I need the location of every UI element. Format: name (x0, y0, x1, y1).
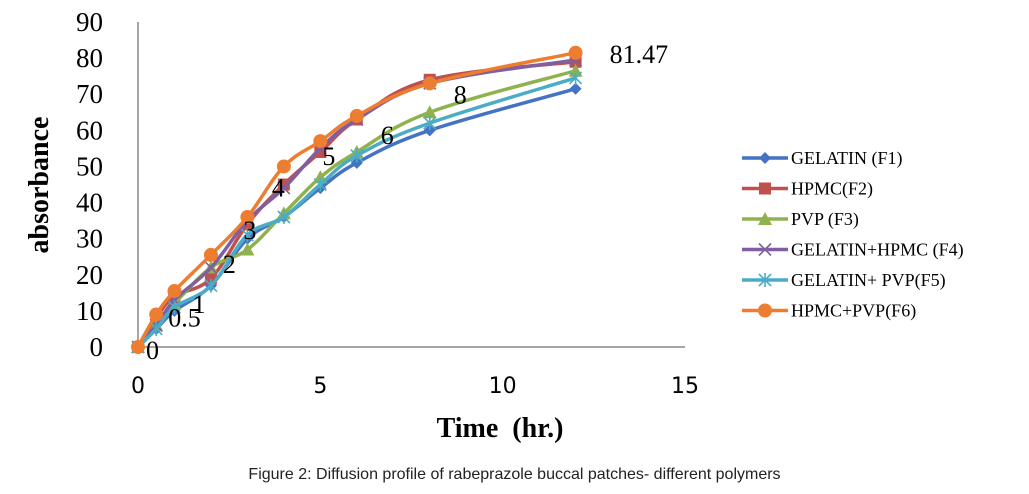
legend-marker (758, 303, 772, 318)
y-tick-label: 20 (76, 260, 103, 290)
data-point (277, 210, 291, 224)
series-5 (131, 70, 583, 354)
data-point (277, 181, 291, 195)
y-tick-label: 80 (76, 43, 103, 73)
data-label: 1 (192, 290, 205, 319)
y-tick-label: 50 (76, 151, 103, 181)
legend-marker (758, 212, 772, 225)
data-point (313, 134, 328, 149)
marker-stroke (277, 181, 291, 195)
y-tick-labels: 0 10 20 30 40 50 60 70 80 90 (76, 7, 103, 362)
data-point (240, 210, 255, 224)
legend-item: GELATIN (F1) (742, 148, 902, 169)
marker-stroke (758, 242, 772, 257)
x-tick-label: 0 (131, 374, 145, 399)
data-point (240, 242, 255, 256)
legend-label: PVP (F3) (791, 209, 859, 230)
data-point (203, 247, 218, 262)
data-label: 3 (243, 216, 256, 245)
y-tick-label: 40 (76, 188, 103, 218)
legend-marker (758, 273, 772, 287)
data-point (149, 321, 163, 336)
y-tick-label: 30 (76, 224, 103, 254)
legend-marker (758, 242, 772, 257)
y-tick-label: 10 (76, 296, 103, 326)
data-point (569, 70, 583, 85)
y-axis-title: absorbance (24, 117, 55, 254)
legend-label: HPMC(F2) (791, 179, 873, 200)
data-point (423, 116, 437, 131)
data-label: 0 (146, 336, 159, 365)
y-tick-label: 0 (90, 332, 104, 362)
legend-item: GELATIN+HPMC (F4) (742, 240, 964, 261)
data-point (276, 159, 291, 174)
legend-label: GELATIN (F1) (791, 148, 902, 169)
data-point (568, 45, 583, 60)
legend-label: GELATIN+HPMC (F4) (791, 240, 964, 261)
y-tick-label: 60 (76, 115, 103, 145)
legend-item: HPMC(F2) (742, 179, 873, 200)
data-point (131, 340, 145, 354)
data-label: 2 (223, 250, 236, 279)
legend-label: GELATIN+ PVP(F5) (791, 270, 946, 291)
legend-marker (759, 152, 771, 164)
x-tick-labels: 0 5 10 15 (131, 374, 699, 399)
data-point (204, 278, 218, 293)
data-point (240, 228, 254, 243)
data-label: 8 (454, 80, 467, 109)
figure-caption: Figure 2: Diffusion profile of rabeprazo… (248, 466, 781, 483)
data-point (422, 76, 437, 91)
x-axis-title: Time (hr.) (437, 413, 564, 444)
data-label: 5 (322, 142, 335, 171)
legend-item: GELATIN+ PVP(F5) (742, 270, 946, 291)
data-label: 0.5 (168, 304, 201, 333)
marker-stroke (204, 260, 218, 275)
data-point (423, 124, 436, 137)
legend: GELATIN (F1) HPMC(F2) PVP (F3) GELATIN+HPMC… (742, 148, 964, 322)
data-point (167, 284, 182, 299)
data-point (569, 82, 582, 95)
legend-item: PVP (F3) (742, 209, 859, 230)
data-point (422, 105, 437, 119)
data-point (313, 177, 327, 192)
x-tick-label: 10 (489, 374, 517, 399)
x-tick-label: 15 (671, 374, 699, 399)
data-point (204, 260, 218, 275)
legend-label: HPMC+PVP(F6) (791, 301, 916, 322)
axes (137, 22, 685, 348)
series-6 (131, 45, 583, 354)
legend-item: HPMC+PVP(F6) (742, 301, 916, 322)
y-tick-label: 90 (76, 7, 103, 37)
data-point (350, 156, 363, 169)
data-point (167, 300, 182, 315)
data-label: 81.47 (610, 40, 669, 69)
data-label: 6 (381, 121, 394, 150)
data-label: 4 (272, 173, 285, 202)
data-point (149, 307, 164, 322)
y-tick-label: 70 (76, 79, 103, 109)
x-tick-label: 5 (313, 374, 327, 399)
legend-marker (759, 182, 771, 195)
data-point (349, 108, 364, 123)
data-point (350, 148, 364, 163)
series-layer (131, 45, 583, 354)
